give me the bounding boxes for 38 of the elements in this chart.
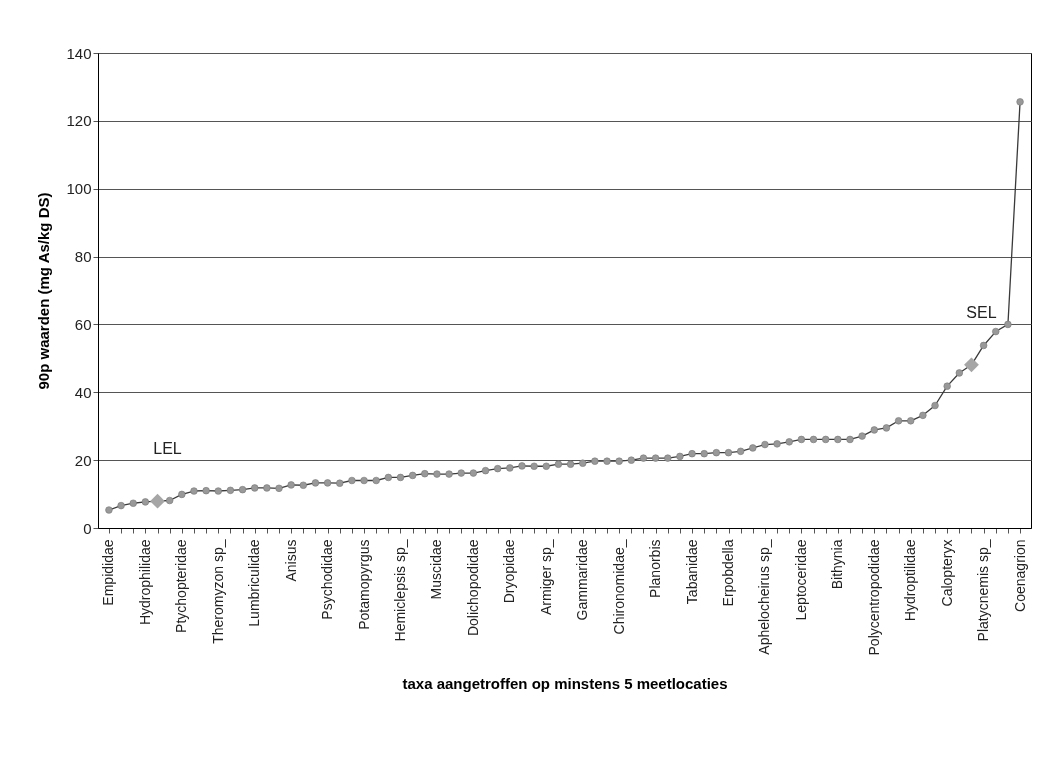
x-tick-label: Bithynia [829,539,846,590]
x-tick-label: Dolichopodidae [464,539,481,637]
y-axis-title: 90p waarden (mg As/kg DS) [35,192,53,390]
x-tick-label: Psychodidae [319,539,336,620]
x-tick-label: Theromyzon sp_ [209,539,226,644]
x-tick-label: Aphelocheirus sp_ [756,539,773,655]
y-tick-label: 40 [74,383,92,401]
y-tick-label: 100 [66,180,92,198]
x-tick-label: Armiger sp_ [537,539,554,615]
x-tick-label: Muscidae [428,539,445,600]
x-tick-label: Hydroptilidae [902,539,919,622]
x-tick-label: Gammaridae [574,539,591,621]
x-tick-label: Anisus [282,539,299,582]
x-tick-label: Platycnemis sp_ [975,539,992,642]
x-tick-label: Tabanidae [683,539,700,605]
y-tick-label: 60 [74,315,92,333]
y-tick-label: 80 [74,248,92,266]
x-tick-label: Empididae [100,539,117,606]
y-tick-label: 0 [83,519,92,537]
x-tick-label: Chironomidae_ [610,539,627,635]
x-tick-label: Hemiclepsis sp_ [392,539,408,642]
y-tick-label: 120 [66,112,92,130]
x-tick-label: Leptoceridae [792,539,809,621]
y-tick-label: 140 [66,44,92,62]
x-tick-label: Planorbis [647,539,664,598]
x-axis-title: taxa aangetroffen op minstens 5 meetlocaties [402,675,728,693]
x-tick-label: Lumbriculidae [246,539,263,627]
x-tick-label: Calopteryx [938,539,955,607]
y-tick-label: 20 [74,451,92,469]
x-tick-label: Coenagrion [1011,539,1028,612]
annotation: LEL [153,440,182,458]
annotation: SEL [966,303,997,321]
x-tick-label: Hydrophilidae [136,539,153,626]
x-tick-label: Polycentropodidae [865,539,882,656]
x-tick-label: Erpobdella [720,539,736,607]
x-tick-label: Potamopyrgus [355,539,372,630]
x-tick-label: Ptychopteridae [173,539,190,633]
x-tick-label: Dryopidae [501,539,518,604]
